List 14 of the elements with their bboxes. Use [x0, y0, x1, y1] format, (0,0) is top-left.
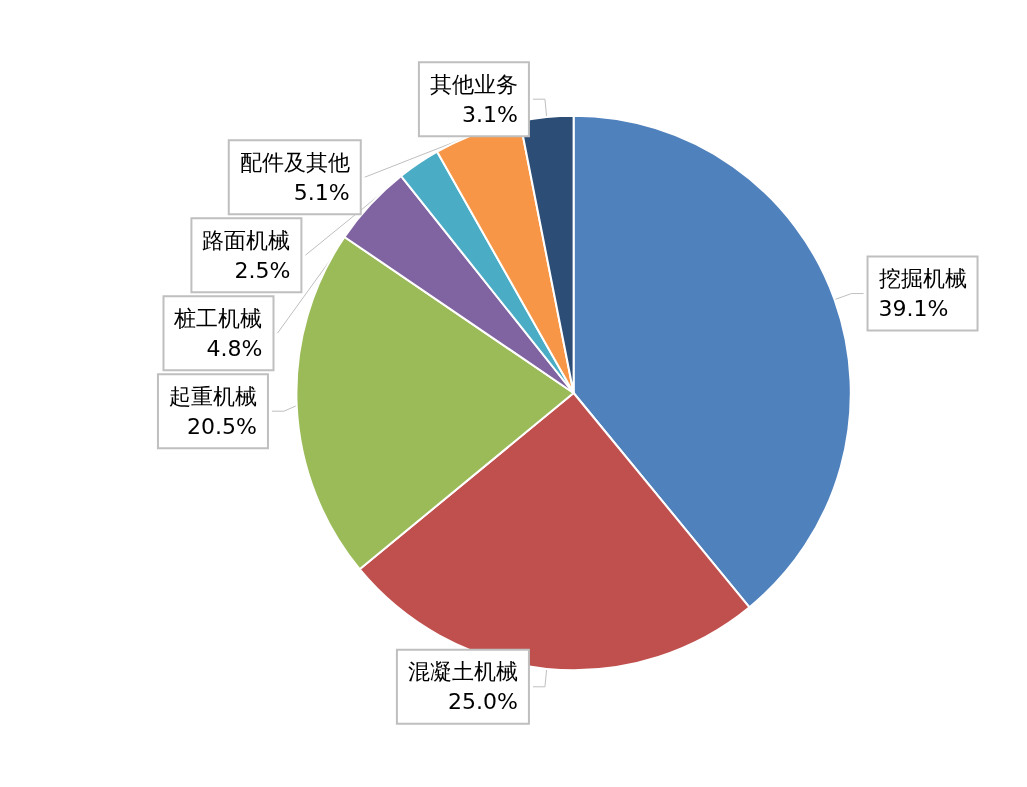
slice-label: 其他业务 [429, 71, 518, 97]
slice-label: 挖掘机械 [878, 266, 967, 292]
data-label: 5.1% [293, 179, 350, 205]
slice-label: 混凝土机械 [407, 659, 518, 685]
slice-label: 路面机械 [202, 227, 291, 253]
slice-label: 配件及其他 [239, 149, 350, 175]
slice-label: 起重机械 [168, 383, 257, 409]
data-label: 39.1% [878, 296, 949, 322]
data-label: 4.8% [206, 335, 263, 361]
data-label: 2.5% [234, 257, 291, 283]
data-label: 20.5% [187, 413, 257, 439]
data-label: 25.0% [448, 689, 518, 715]
slice-label: 桩工机械 [173, 305, 263, 331]
data-label: 3.1% [462, 101, 518, 127]
